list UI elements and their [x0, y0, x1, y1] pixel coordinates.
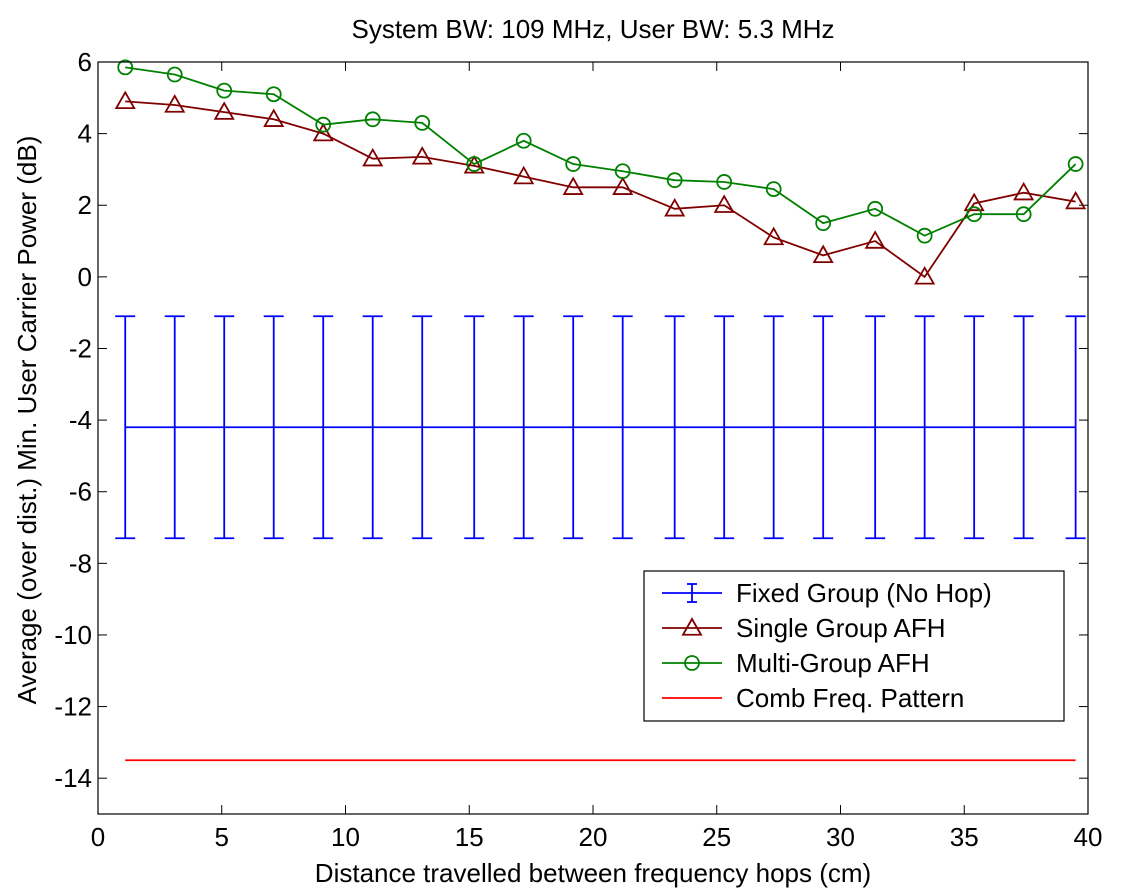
data-point — [364, 111, 381, 128]
legend-label: Single Group AFH — [736, 613, 946, 643]
legend-entry: Multi-Group AFH — [662, 648, 930, 678]
y-tick-label: 4 — [78, 119, 92, 149]
data-point — [713, 194, 735, 213]
data-point — [166, 66, 183, 83]
series-line — [125, 100, 1076, 279]
data-point — [716, 174, 733, 190]
x-tick-label: 25 — [702, 822, 731, 852]
data-point — [664, 198, 686, 217]
data-point — [414, 114, 431, 131]
plot-series — [114, 59, 1087, 762]
x-tick-label: 30 — [826, 822, 855, 852]
data-point — [815, 215, 832, 232]
legend: Fixed Group (No Hop) Single Group AFH Mult… — [643, 570, 1065, 722]
x-axis-ticks: 0 5 10 15 20 25 30 35 40 — [91, 62, 1103, 852]
legend-marker — [684, 655, 700, 671]
data-point — [1065, 190, 1087, 210]
y-tick-label: -14 — [54, 763, 92, 793]
data-point — [812, 244, 834, 264]
x-axis-label: Distance travelled between frequency hop… — [315, 858, 871, 888]
data-point — [963, 192, 985, 212]
data-point — [216, 82, 233, 99]
data-point — [966, 206, 983, 223]
data-point — [562, 176, 584, 195]
data-point — [164, 94, 186, 113]
data-point — [666, 172, 683, 189]
data-point — [463, 155, 485, 174]
chart-title: System BW: 109 MHz, User BW: 5.3 MHz — [351, 14, 834, 44]
plot-frame — [97, 61, 1089, 815]
data-point — [265, 86, 282, 103]
data-point — [916, 227, 933, 244]
y-tick-label: 0 — [78, 262, 92, 292]
legend-marker — [681, 617, 703, 636]
data-point — [612, 176, 634, 195]
data-point — [867, 200, 884, 217]
data-point — [117, 59, 134, 76]
data-point — [513, 165, 535, 185]
series-single-group-afh — [114, 90, 1087, 285]
legend-entry: Comb Freq. Pattern — [662, 683, 964, 713]
data-point — [864, 230, 886, 249]
data-point — [114, 90, 136, 110]
data-point — [312, 122, 334, 142]
data-point — [466, 156, 483, 172]
legend-entry: Single Group AFH — [662, 613, 946, 643]
data-point — [515, 132, 532, 149]
legend-box — [643, 570, 1065, 722]
series-line — [125, 66, 1077, 237]
data-point — [362, 147, 384, 167]
data-point — [1015, 206, 1032, 223]
y-tick-label: -8 — [69, 548, 92, 578]
data-point — [263, 108, 285, 127]
x-tick-label: 0 — [91, 822, 105, 852]
data-point — [213, 101, 235, 120]
legend-label: Multi-Group AFH — [736, 648, 930, 678]
legend-label: Fixed Group (No Hop) — [736, 578, 992, 608]
data-point — [565, 156, 582, 172]
y-tick-label: 2 — [78, 190, 92, 220]
y-tick-label: -10 — [54, 620, 92, 650]
data-point — [765, 181, 782, 198]
data-point — [1013, 181, 1035, 201]
x-tick-label: 35 — [950, 822, 979, 852]
data-point — [411, 146, 433, 165]
y-tick-label: -4 — [69, 405, 92, 435]
x-tick-label: 10 — [331, 822, 360, 852]
data-point — [914, 266, 936, 285]
data-point — [763, 226, 785, 246]
y-tick-label: -12 — [54, 692, 92, 722]
data-point — [315, 116, 332, 133]
series-fixed-group-no-hop — [115, 315, 1086, 540]
y-axis-label: Average (over dist.) Min. User Carrier P… — [12, 136, 42, 705]
y-tick-label: 6 — [78, 47, 92, 77]
x-tick-label: 15 — [455, 822, 484, 852]
y-axis-ticks: 6 4 2 0 -2 -4 -6 -8 -10 -12 -14 — [54, 47, 1088, 793]
legend-label: Comb Freq. Pattern — [736, 683, 964, 713]
x-tick-label: 20 — [579, 822, 608, 852]
x-tick-label: 40 — [1074, 822, 1103, 852]
y-tick-label: -2 — [69, 333, 92, 363]
legend-entry: Fixed Group (No Hop) — [662, 578, 992, 608]
data-point — [614, 163, 631, 180]
x-tick-label: 5 — [215, 822, 229, 852]
series-multi-group-afh — [117, 59, 1084, 244]
y-tick-label: -6 — [69, 477, 92, 507]
data-point — [1067, 156, 1084, 172]
